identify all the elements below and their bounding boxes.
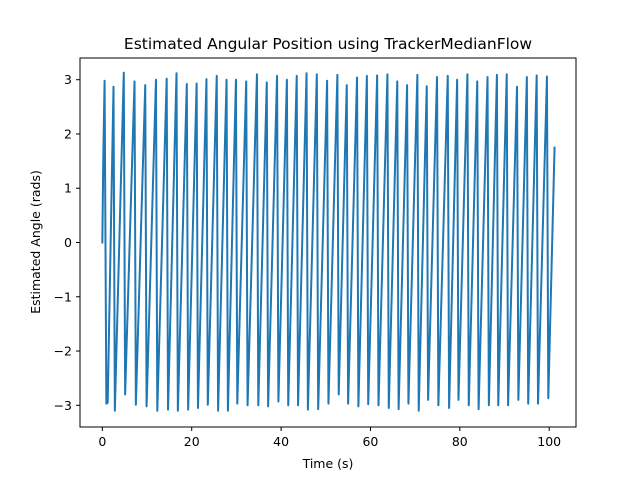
y-tick-label: 1 — [64, 181, 72, 196]
y-axis-label: Estimated Angle (rads) — [28, 170, 43, 314]
x-tick-label: 20 — [184, 434, 200, 449]
chart-title: Estimated Angular Position using Tracker… — [124, 35, 532, 53]
x-tick-label: 80 — [452, 434, 468, 449]
y-tick-label: 2 — [64, 126, 72, 141]
series-line-0 — [101, 71, 556, 412]
x-tick-label: 0 — [98, 434, 106, 449]
plot-area — [101, 71, 556, 412]
x-tick-label: 40 — [273, 434, 289, 449]
x-tick-label: 60 — [362, 434, 378, 449]
x-tick-label: 100 — [537, 434, 561, 449]
y-axis: −3 −2 −1 0 1 2 3 — [54, 72, 80, 413]
y-tick-label: −2 — [54, 344, 72, 359]
y-tick-label: 3 — [64, 72, 72, 87]
x-axis: 0 20 40 60 80 100 — [98, 427, 561, 449]
y-tick-label: 0 — [64, 235, 72, 250]
x-axis-label: Time (s) — [302, 456, 354, 471]
y-tick-label: −1 — [54, 289, 72, 304]
y-tick-label: −3 — [54, 398, 72, 413]
